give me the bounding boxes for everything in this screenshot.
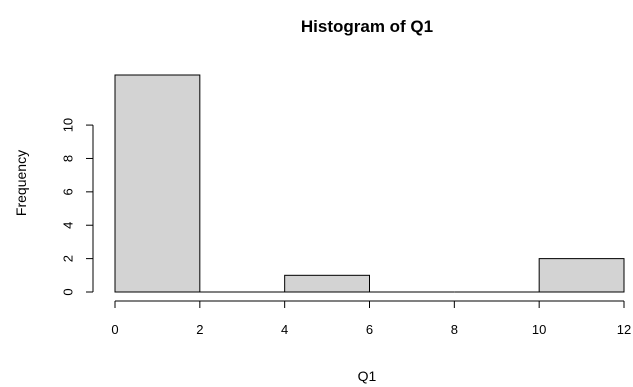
histogram-bar (538, 258, 625, 293)
chart-title: Histogram of Q1 (301, 17, 433, 36)
y-tick-label: 8 (61, 155, 76, 162)
x-tick-label: 2 (196, 322, 203, 337)
x-tick-label: 10 (532, 322, 546, 337)
y-tick-label: 10 (61, 118, 76, 132)
x-axis: 0 2 4 6 8 10 12 (111, 300, 631, 337)
histogram-bar (284, 274, 370, 293)
x-tick-label: 12 (617, 322, 631, 337)
x-tick-label: 8 (451, 322, 458, 337)
y-tick-label: 4 (61, 222, 76, 229)
x-tick-label: 6 (366, 322, 373, 337)
y-tick-label: 0 (61, 288, 76, 295)
y-axis-label: Frequency (13, 150, 29, 216)
x-axis-label: Q1 (358, 368, 377, 384)
x-tick-label: 0 (111, 322, 118, 337)
y-tick-label: 6 (61, 188, 76, 195)
y-axis: 0 2 4 6 8 10 (61, 118, 94, 296)
y-tick-label: 2 (61, 255, 76, 262)
bars-group (114, 74, 625, 293)
x-tick-label: 4 (281, 322, 288, 337)
histogram-bar (114, 74, 201, 293)
